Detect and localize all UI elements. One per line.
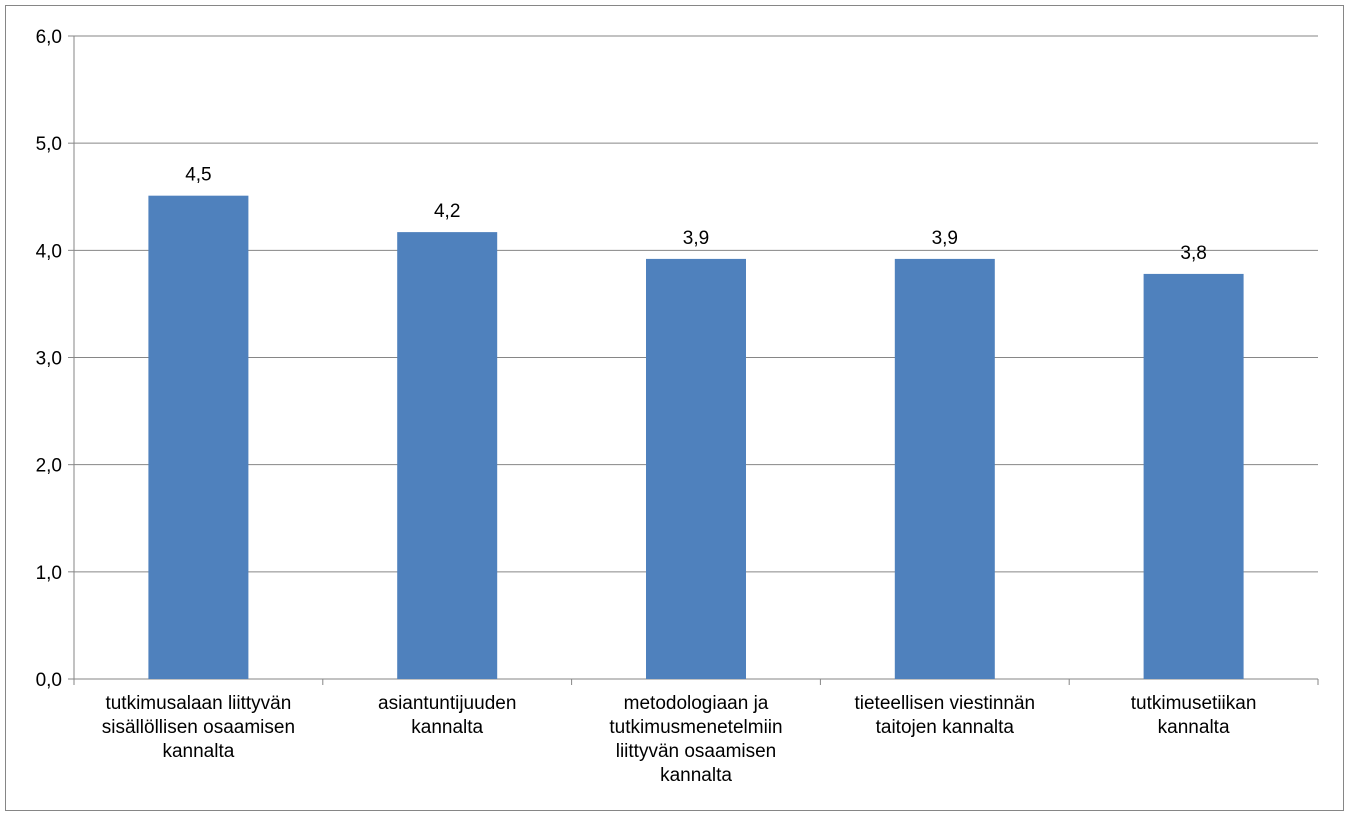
data-label: 4,2 xyxy=(434,201,460,222)
y-tick-label: 6,0 xyxy=(36,27,62,48)
y-tick-label: 0,0 xyxy=(36,670,62,691)
y-tick-label: 1,0 xyxy=(36,563,62,584)
x-category-label: liittyvän osaamisen xyxy=(616,741,777,762)
x-category-label: tutkimusetiikan xyxy=(1131,693,1257,714)
bar xyxy=(646,258,746,679)
x-category-label: kannalta xyxy=(411,717,483,738)
data-label: 3,8 xyxy=(1180,243,1206,264)
data-label: 3,9 xyxy=(683,228,709,249)
y-tick-label: 2,0 xyxy=(36,456,62,477)
x-category-label: metodologiaan ja xyxy=(624,693,769,714)
bar xyxy=(1143,273,1244,679)
x-category-label: tutkimusmenetelmiin xyxy=(609,717,782,738)
bar xyxy=(148,195,249,679)
y-tick-label: 4,0 xyxy=(36,241,62,262)
data-label: 3,9 xyxy=(932,228,958,249)
bar xyxy=(894,258,995,679)
x-category-label: kannalta xyxy=(162,741,234,762)
x-category-label: kannalta xyxy=(1158,717,1230,738)
y-tick-label: 5,0 xyxy=(36,134,62,155)
data-label: 4,5 xyxy=(185,165,211,186)
x-category-label: tieteellisen viestinnän xyxy=(854,693,1035,714)
bar xyxy=(397,232,498,680)
y-tick-label: 3,0 xyxy=(36,349,62,370)
x-category-label: asiantuntijuuden xyxy=(378,693,516,714)
x-category-label: kannalta xyxy=(660,765,732,786)
x-category-label: sisällöllisen osaamisen xyxy=(102,717,295,738)
x-category-label: tutkimusalaan liittyvän xyxy=(105,693,291,714)
x-category-label: taitojen kannalta xyxy=(876,717,1015,738)
